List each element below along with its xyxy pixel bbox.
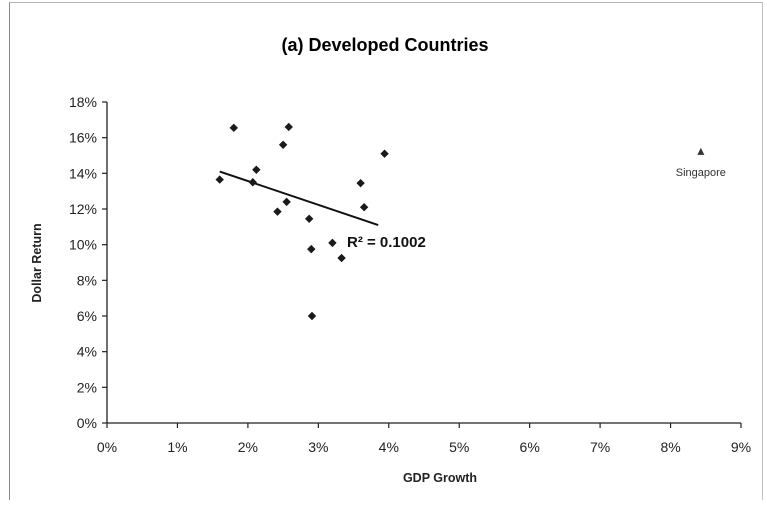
y-axis-title: Dollar Return [30, 223, 44, 302]
y-tick-label: 6% [77, 308, 97, 324]
chart-frame [9, 2, 763, 500]
x-tick-label: 3% [308, 439, 328, 455]
data-point [304, 214, 314, 224]
x-tick-label: 0% [97, 439, 117, 455]
y-tick-label: 14% [69, 165, 97, 181]
data-point [337, 253, 346, 263]
data-point [328, 238, 337, 248]
y-tick-label: 12% [69, 201, 97, 217]
data-points [215, 122, 705, 321]
y-tick-label: 2% [77, 379, 97, 395]
data-point [248, 178, 258, 187]
data-point [284, 122, 293, 132]
data-point [282, 197, 291, 207]
x-tick-label: 9% [731, 439, 751, 455]
trendline [219, 170, 379, 226]
point-annotation: Singapore [676, 167, 726, 179]
data-point [252, 165, 261, 174]
data-point [356, 178, 365, 188]
y-tick-label: 8% [77, 272, 97, 288]
x-tick-label: 4% [379, 439, 399, 455]
x-axis-title: GDP Growth [403, 471, 477, 485]
y-tick-label: 10% [69, 237, 97, 253]
data-point [229, 123, 238, 133]
data-point [273, 207, 282, 216]
data-point [215, 175, 224, 184]
annotations: Singapore [676, 167, 726, 179]
x-tick-label: 1% [167, 439, 187, 455]
data-point [278, 140, 288, 149]
x-axis: 0% 1% 2% 3% 4% 5% 6% 7% 8% 9% [97, 422, 751, 455]
data-point [307, 311, 317, 321]
x-tick-label: 6% [520, 439, 540, 455]
y-tick-label: 0% [77, 415, 97, 431]
chart-title: (a) Developed Countries [281, 35, 488, 55]
y-tick-label: 4% [77, 344, 97, 360]
y-axis: 0% 2% 4% 6% 8% 10% 12% 14% 16% 18% [69, 94, 108, 431]
x-tick-label: 7% [590, 439, 610, 455]
data-point-triangle [697, 147, 705, 155]
x-tick-label: 5% [449, 439, 469, 455]
data-point [359, 203, 369, 212]
r-squared-label: R² = 0.1002 [347, 234, 426, 251]
y-tick-label: 16% [69, 130, 97, 146]
x-tick-label: 2% [238, 439, 258, 455]
data-point [380, 149, 389, 158]
y-tick-label: 18% [69, 94, 97, 110]
data-point [307, 244, 316, 254]
x-tick-label: 8% [660, 439, 680, 455]
